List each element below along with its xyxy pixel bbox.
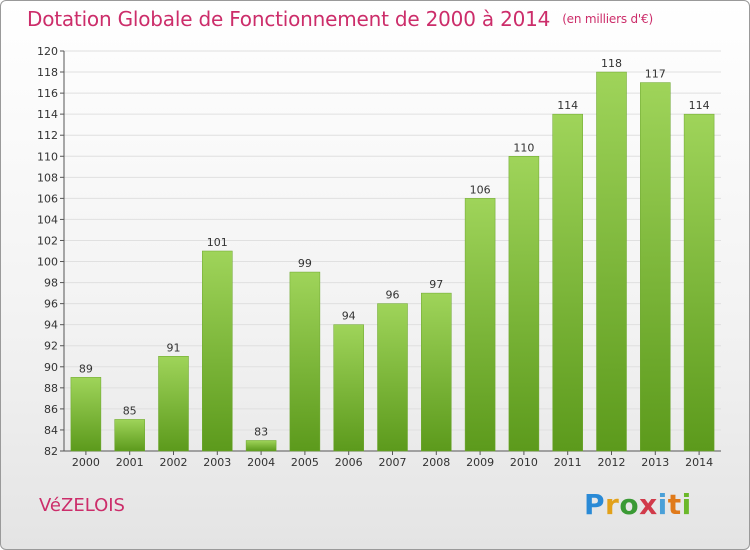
logo-letter: i bbox=[657, 488, 668, 521]
x-tick-label: 2009 bbox=[466, 456, 494, 469]
logo-letter: r bbox=[605, 488, 620, 521]
bar bbox=[683, 113, 715, 452]
data-label: 96 bbox=[386, 289, 400, 302]
x-tick-label: 2005 bbox=[291, 456, 319, 469]
x-tick-label: 2002 bbox=[160, 456, 188, 469]
y-tick-label: 118 bbox=[37, 66, 58, 79]
data-label: 106 bbox=[470, 183, 491, 196]
data-label: 85 bbox=[123, 404, 137, 417]
y-tick-label: 86 bbox=[44, 403, 58, 416]
bar bbox=[202, 250, 233, 452]
bar bbox=[245, 440, 277, 452]
y-tick-label: 82 bbox=[44, 445, 58, 458]
data-label: 117 bbox=[645, 68, 666, 81]
x-tick-label: 2007 bbox=[379, 456, 407, 469]
data-label: 91 bbox=[167, 341, 181, 354]
x-tick-label: 2008 bbox=[422, 456, 450, 469]
data-label: 101 bbox=[207, 236, 228, 249]
x-tick-label: 2014 bbox=[685, 456, 713, 469]
bar bbox=[70, 377, 102, 452]
data-label: 114 bbox=[557, 99, 578, 112]
y-tick-label: 98 bbox=[44, 277, 58, 290]
y-tick-label: 100 bbox=[37, 256, 58, 269]
y-tick-label: 110 bbox=[37, 150, 58, 163]
y-tick-label: 90 bbox=[44, 361, 58, 374]
bar bbox=[596, 71, 627, 452]
bar bbox=[640, 82, 671, 452]
x-tick-label: 2001 bbox=[116, 456, 144, 469]
data-label: 89 bbox=[79, 362, 93, 375]
bar bbox=[377, 303, 408, 452]
x-tick-label: 2012 bbox=[598, 456, 626, 469]
data-label: 83 bbox=[254, 425, 268, 438]
y-tick-label: 120 bbox=[37, 45, 58, 58]
x-tick-label: 2010 bbox=[510, 456, 538, 469]
chart-title-text: Dotation Globale de Fonctionnement de 20… bbox=[27, 7, 551, 31]
y-tick-label: 96 bbox=[44, 298, 58, 311]
bar bbox=[289, 271, 321, 452]
x-tick-label: 2000 bbox=[72, 456, 100, 469]
x-tick-label: 2013 bbox=[641, 456, 669, 469]
y-tick-label: 106 bbox=[37, 192, 58, 205]
commune-name: VéZELOIS bbox=[39, 495, 125, 516]
x-tick-label: 2006 bbox=[335, 456, 363, 469]
y-tick-label: 92 bbox=[44, 340, 58, 353]
x-tick-label: 2003 bbox=[203, 456, 231, 469]
y-tick-label: 114 bbox=[37, 108, 58, 121]
data-label: 118 bbox=[601, 57, 622, 70]
data-label: 114 bbox=[689, 99, 710, 112]
proxiti-logo: Proxiti bbox=[584, 488, 692, 521]
logo-letter: t bbox=[667, 488, 682, 521]
bar bbox=[114, 419, 145, 452]
data-label: 97 bbox=[429, 278, 443, 291]
tick-labels: 82 84 86 88 90 92 94 96 98 100 102 104 106 108 110 112 1… bbox=[37, 45, 713, 469]
bar bbox=[158, 356, 189, 452]
unit-note: (en milliers d'€) bbox=[562, 12, 653, 26]
data-label: 94 bbox=[342, 310, 356, 323]
bar bbox=[421, 292, 452, 452]
logo-letter: P bbox=[584, 488, 606, 521]
y-tick-label: 88 bbox=[44, 382, 58, 395]
logo-letter: i bbox=[681, 488, 692, 521]
data-label: 99 bbox=[298, 257, 312, 270]
value-labels: 89 85 91 101 83 99 94 96 97 106 110 114 118 117 114 bbox=[79, 57, 710, 438]
bar bbox=[464, 198, 496, 452]
logo-letter: o bbox=[619, 488, 640, 521]
y-tick-label: 116 bbox=[37, 87, 58, 100]
data-label: 110 bbox=[513, 141, 534, 154]
x-tick-label: 2004 bbox=[247, 456, 275, 469]
bar bbox=[552, 113, 583, 452]
y-tick-label: 94 bbox=[44, 319, 58, 332]
bar bbox=[508, 156, 540, 452]
bar bbox=[333, 324, 364, 452]
y-tick-label: 112 bbox=[37, 129, 58, 142]
y-tick-label: 104 bbox=[37, 213, 58, 226]
y-tick-label: 102 bbox=[37, 234, 58, 247]
chart-title: Dotation Globale de Fonctionnement de 20… bbox=[27, 7, 653, 31]
bars bbox=[70, 71, 715, 452]
y-tick-label: 84 bbox=[44, 424, 58, 437]
logo-letter: x bbox=[639, 488, 658, 521]
x-tick-label: 2011 bbox=[554, 456, 582, 469]
y-tick-label: 108 bbox=[37, 171, 58, 184]
